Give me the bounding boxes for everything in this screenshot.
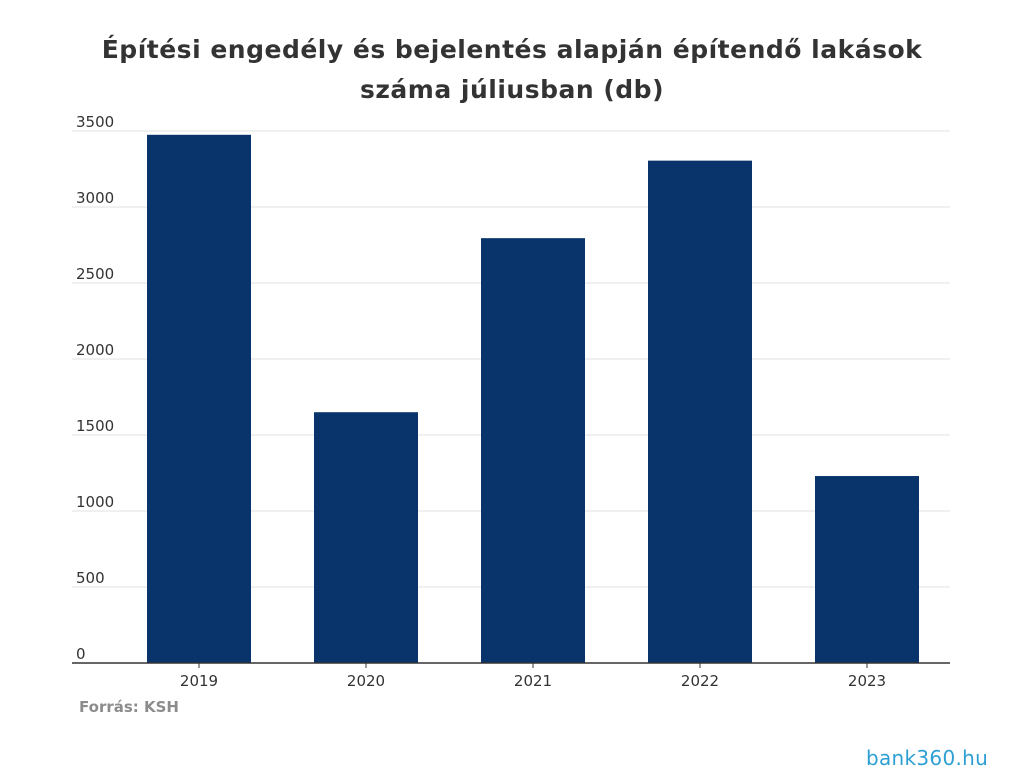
chart-title-line-2: száma júliusban (db) (359, 75, 665, 104)
y-tick-label: 2000 (76, 341, 114, 359)
brand-logo: bank360.hu (866, 746, 989, 770)
y-tick-label: 0 (76, 645, 86, 663)
chart-title: Építési engedély és bejelentés alapján é… (60, 30, 964, 110)
y-tick-label: 3000 (76, 189, 114, 207)
source-note: Forrás: KSH (79, 698, 179, 716)
y-tick-label: 3500 (76, 113, 114, 131)
y-tick-label: 500 (76, 569, 105, 587)
bar-2020 (314, 412, 418, 663)
y-tick-label: 1000 (76, 493, 114, 511)
bar-2019 (147, 134, 251, 664)
x-tick-label: 2023 (848, 672, 886, 690)
x-tick-label: 2022 (681, 672, 719, 690)
chart-title-line-1: Építési engedély és bejelentés alapján é… (101, 35, 923, 64)
x-tick-label: 2019 (180, 672, 218, 690)
y-tick-label: 2500 (76, 265, 114, 283)
x-tick-label: 2020 (347, 672, 385, 690)
y-tick-label: 1500 (76, 417, 114, 435)
bar-2021 (481, 238, 585, 663)
x-tick-label: 2021 (514, 672, 552, 690)
bar-2023 (815, 476, 919, 663)
bar-2022 (648, 160, 752, 663)
